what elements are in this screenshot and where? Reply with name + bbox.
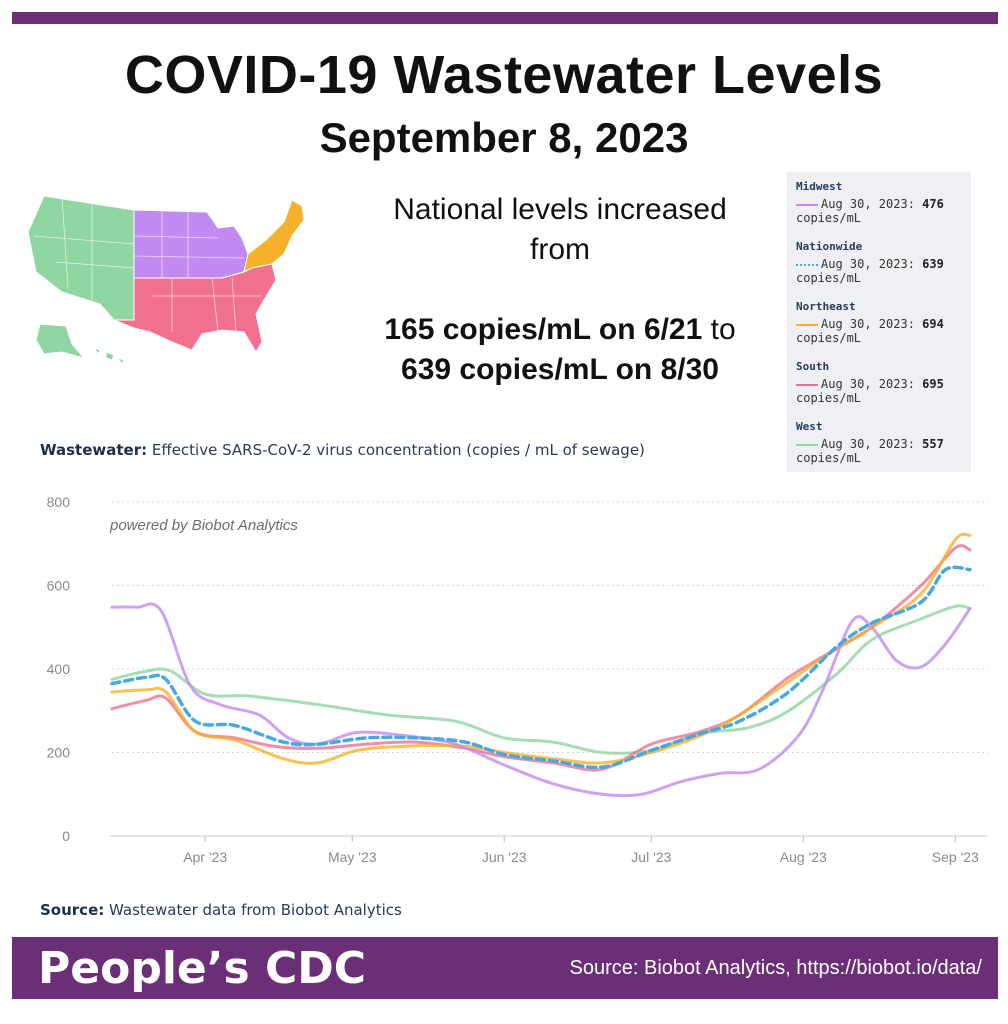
series-line-northeast xyxy=(110,532,972,765)
page-title: COVID-19 Wastewater Levels xyxy=(124,45,884,105)
map-state-lines xyxy=(33,195,262,333)
tooltip-date: Aug 30, 2023: xyxy=(821,197,915,211)
tooltip-value: 639 xyxy=(922,257,944,271)
series-line-west xyxy=(110,604,972,755)
tooltip-region: Midwest xyxy=(796,180,843,193)
summary-start-value: 165 copies/mL on 6/21 xyxy=(384,313,703,346)
x-tick-label: Jun '23 xyxy=(482,849,527,865)
tooltip-value: 694 xyxy=(922,317,944,331)
series-line-south xyxy=(110,544,972,772)
tooltip-date: Aug 30, 2023: xyxy=(821,317,915,331)
summary-text: National levels increased from 165 copie… xyxy=(330,190,790,390)
chart-watermark: powered by Biobot Analytics xyxy=(109,517,298,534)
x-tick-label: Jul '23 xyxy=(631,849,671,865)
source-note-bold: Source: xyxy=(40,901,105,919)
tooltip-unit: copies/mL xyxy=(796,391,862,405)
chart-description-text: Effective SARS-CoV-2 virus concentration… xyxy=(147,441,645,459)
tooltip-item: West Aug 30, 2023: 557 copies/mL xyxy=(796,420,944,465)
footer-source: Source: Biobot Analytics, https://biobot… xyxy=(569,957,982,979)
map-region-northeast xyxy=(243,199,305,273)
summary-line-1: National levels increased xyxy=(393,193,727,226)
tooltip-value: 695 xyxy=(922,377,944,391)
map-region-west xyxy=(27,195,135,321)
tooltip-region: Northeast xyxy=(796,300,856,313)
tooltip-swatch xyxy=(796,383,818,386)
map-region-alaska xyxy=(35,323,86,359)
top-accent-bar xyxy=(12,12,998,24)
tooltip-swatch xyxy=(796,323,818,326)
x-tick-label: Aug '23 xyxy=(780,849,827,865)
footer-bar: People’s CDC Source: Biobot Analytics, h… xyxy=(12,937,998,999)
tooltip-item: South Aug 30, 2023: 695 copies/mL xyxy=(796,360,944,405)
wastewater-line-chart: 0 200 400 600 800 Apr '23 May '23 Jun '23 Jul '2… xyxy=(47,494,988,865)
tooltip-unit: copies/mL xyxy=(796,331,862,345)
tooltip-date: Aug 30, 2023: xyxy=(821,377,915,391)
source-note-text: Wastewater data from Biobot Analytics xyxy=(104,901,402,919)
map-region-hawaii xyxy=(92,347,125,365)
tooltip-swatch xyxy=(796,443,818,446)
tooltip-swatch xyxy=(796,203,818,206)
tooltip-value: 476 xyxy=(922,197,944,211)
tooltip-region: West xyxy=(796,420,823,433)
tooltip-date: Aug 30, 2023: xyxy=(821,437,915,451)
x-tick-label: Apr '23 xyxy=(183,849,227,865)
chart-tooltip: Midwest Aug 30, 2023: 476 copies/mL Nati… xyxy=(787,172,971,472)
summary-line-4: 639 copies/mL on 8/30 xyxy=(401,353,719,386)
y-tick-label: 200 xyxy=(47,745,71,761)
tooltip-unit: copies/mL xyxy=(796,451,862,465)
tooltip-unit: copies/mL xyxy=(796,211,862,225)
tooltip-value: 557 xyxy=(922,437,944,451)
us-regions-map xyxy=(27,195,305,365)
y-tick-label: 400 xyxy=(47,661,71,677)
y-tick-label: 800 xyxy=(47,494,71,510)
tooltip-date: Aug 30, 2023: xyxy=(821,257,915,271)
source-note: Source: Wastewater data from Biobot Anal… xyxy=(40,901,402,919)
tooltip-item: Northeast Aug 30, 2023: 694 copies/mL xyxy=(796,300,944,345)
chart-description-bold: Wastewater: xyxy=(40,441,148,459)
tooltip-region: Nationwide xyxy=(796,240,863,253)
summary-line-2: from xyxy=(530,233,590,266)
tooltip-item: Midwest Aug 30, 2023: 476 copies/mL xyxy=(796,180,944,225)
y-tick-label: 600 xyxy=(47,578,71,594)
y-tick-label: 0 xyxy=(62,828,70,844)
brand-logo-text: People’s CDC xyxy=(38,943,367,994)
tooltip-swatch xyxy=(796,263,818,266)
tooltip-region: South xyxy=(796,360,830,373)
series-line-midwest xyxy=(110,602,972,798)
map-region-midwest xyxy=(133,209,249,279)
summary-line-3: 165 copies/mL on 6/21 to xyxy=(330,310,790,350)
series-line-nationwide xyxy=(110,565,972,770)
summary-to: to xyxy=(702,313,736,346)
x-tick-label: Sep '23 xyxy=(932,849,979,865)
tooltip-unit: copies/mL xyxy=(796,271,862,285)
chart-description: Wastewater: Effective SARS-CoV-2 virus c… xyxy=(40,441,645,459)
x-tick-label: May '23 xyxy=(328,849,377,865)
page-subtitle: September 8, 2023 xyxy=(319,114,689,161)
tooltip-item: Nationwide Aug 30, 2023: 639 copies/mL xyxy=(796,240,944,285)
